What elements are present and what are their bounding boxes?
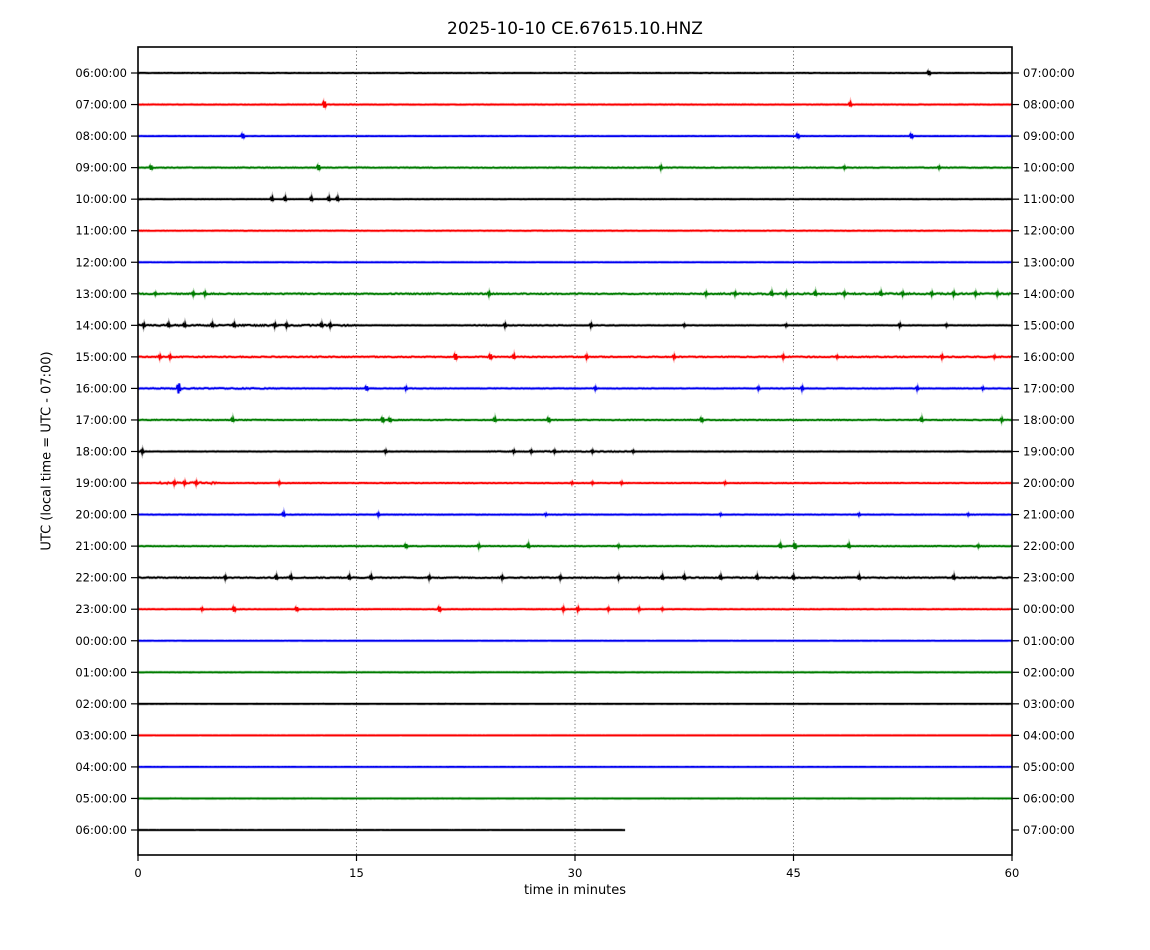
row-label-local: 00:00:00 [1023,602,1075,616]
row-label-local: 01:00:00 [1023,634,1075,648]
x-tick-label: 0 [134,866,141,880]
x-tick-label: 15 [349,866,364,880]
row-label-utc: 15:00:00 [75,350,127,364]
row-label-local: 03:00:00 [1023,697,1075,711]
row-label-local: 07:00:00 [1023,66,1075,80]
trace-09:00:00 [137,163,1013,172]
x-axis-label: time in minutes [523,883,627,898]
row-label-utc: 05:00:00 [75,791,127,805]
row-label-utc: 03:00:00 [75,728,127,742]
row-label-utc: 23:00:00 [75,602,127,616]
trace-10:00:00 [137,193,1013,202]
row-label-utc: 10:00:00 [75,192,127,206]
row-label-utc: 22:00:00 [75,571,127,585]
row-label-local: 07:00:00 [1023,823,1075,837]
row-label-utc: 06:00:00 [75,66,127,80]
x-tick-label: 60 [1005,866,1020,880]
row-label-local: 11:00:00 [1023,192,1075,206]
row-label-local: 17:00:00 [1023,381,1075,395]
x-tick-label: 45 [786,866,801,880]
row-label-local: 05:00:00 [1023,760,1075,774]
row-label-local: 19:00:00 [1023,445,1075,459]
row-label-utc: 09:00:00 [75,161,127,175]
row-label-utc: 07:00:00 [75,98,127,112]
row-label-utc: 19:00:00 [75,476,127,490]
row-label-local: 02:00:00 [1023,665,1075,679]
row-label-local: 22:00:00 [1023,539,1075,553]
row-label-local: 08:00:00 [1023,98,1075,112]
trace-20:00:00 [137,509,1013,519]
row-label-local: 13:00:00 [1023,255,1075,269]
trace-07:00:00 [138,99,1012,109]
trace-18:00:00 [137,446,1013,457]
row-label-utc: 20:00:00 [75,508,127,522]
trace-16:00:00 [137,383,1013,394]
row-label-utc: 11:00:00 [75,224,127,238]
plot-title: 2025-10-10 CE.67615.10.HNZ [447,19,703,39]
row-label-utc: 21:00:00 [75,539,127,553]
row-label-utc: 18:00:00 [75,445,127,459]
row-label-local: 15:00:00 [1023,318,1075,332]
row-label-utc: 14:00:00 [75,318,127,332]
trace-14:00:00 [137,320,1013,330]
row-label-local: 06:00:00 [1023,791,1075,805]
row-label-utc: 12:00:00 [75,255,127,269]
trace-13:00:00 [137,288,1013,299]
row-label-local: 18:00:00 [1023,413,1075,427]
row-label-utc: 17:00:00 [75,413,127,427]
row-label-local: 14:00:00 [1023,287,1075,301]
trace-15:00:00 [137,351,1013,362]
trace-22:00:00 [137,572,1013,582]
row-label-local: 04:00:00 [1023,728,1075,742]
trace-23:00:00 [137,604,1013,614]
row-label-utc: 16:00:00 [75,381,127,395]
row-label-local: 20:00:00 [1023,476,1075,490]
row-label-utc: 06:00:00 [75,823,127,837]
row-label-utc: 01:00:00 [75,665,127,679]
row-label-local: 21:00:00 [1023,508,1075,522]
row-label-local: 23:00:00 [1023,571,1075,585]
row-label-utc: 02:00:00 [75,697,127,711]
row-label-local: 10:00:00 [1023,161,1075,175]
row-label-local: 09:00:00 [1023,129,1075,143]
x-tick-label: 30 [568,866,583,880]
row-label-utc: 04:00:00 [75,760,127,774]
row-label-utc: 08:00:00 [75,129,127,143]
row-label-local: 12:00:00 [1023,224,1075,238]
trace-08:00:00 [137,132,1013,139]
trace-19:00:00 [137,478,1013,488]
trace-17:00:00 [137,414,1013,425]
row-label-utc: 00:00:00 [75,634,127,648]
row-label-local: 16:00:00 [1023,350,1075,364]
trace-21:00:00 [137,541,1013,551]
trace-06:00:00 [137,69,1013,76]
row-label-utc: 13:00:00 [75,287,127,301]
